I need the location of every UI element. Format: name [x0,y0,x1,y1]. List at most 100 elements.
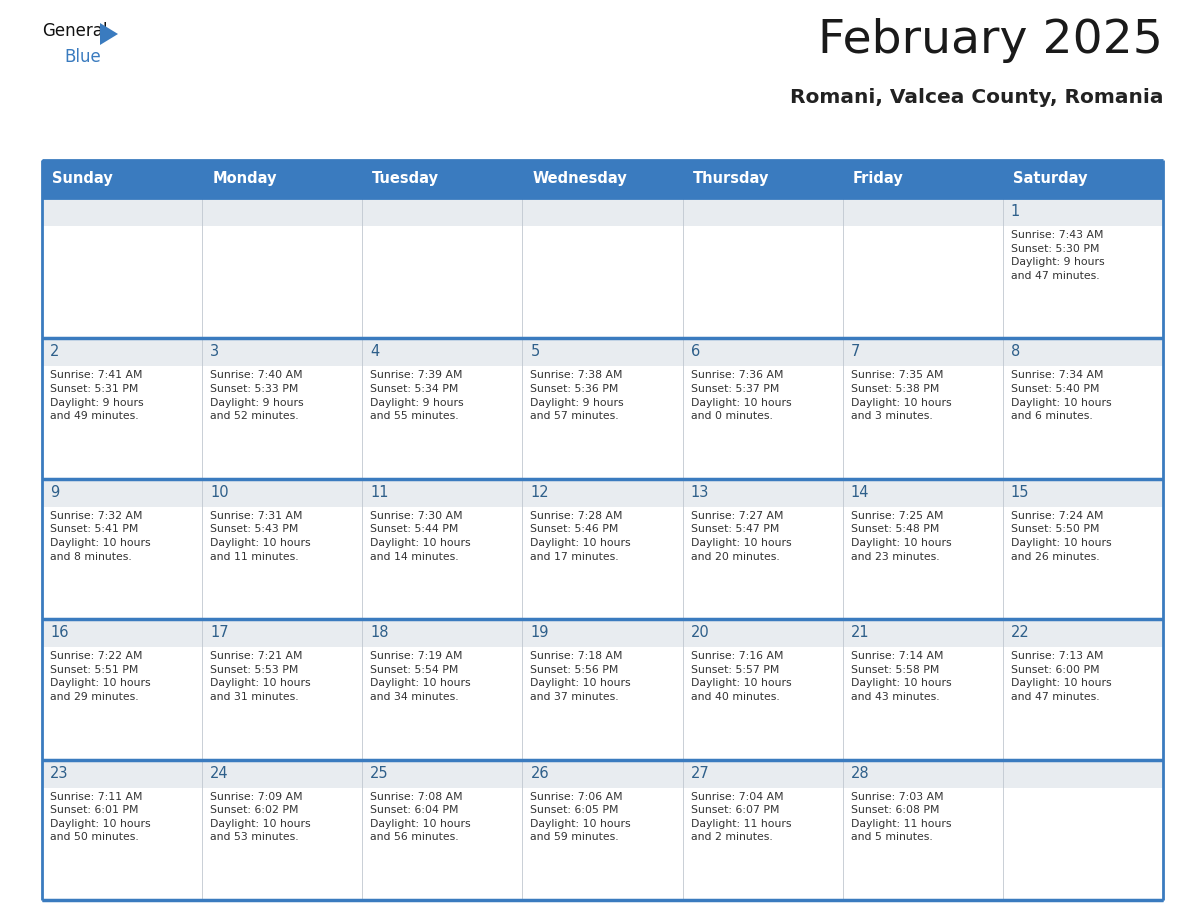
Text: 19: 19 [530,625,549,640]
Bar [1003,620,1163,759]
Bar [1003,788,1163,900]
Text: Sunrise: 7:21 AM
Sunset: 5:53 PM
Daylight: 10 hours
and 31 minutes.: Sunrise: 7:21 AM Sunset: 5:53 PM Dayligh… [210,651,311,702]
Text: 5: 5 [530,344,539,360]
Text: 11: 11 [371,485,388,499]
Bar [1003,647,1163,759]
Bar [362,366,523,479]
Bar [842,647,1003,759]
Bar [42,620,202,759]
Bar [362,479,523,620]
Bar [842,479,1003,620]
Bar [202,479,362,620]
Bar [523,198,683,339]
Text: General: General [42,22,107,40]
Bar [842,620,1003,759]
Bar [362,788,523,900]
Text: 9: 9 [50,485,59,499]
Bar [683,366,842,479]
Bar [523,759,683,900]
Bar [523,788,683,900]
Bar [1003,198,1163,339]
Bar [202,647,362,759]
Bar [1003,759,1163,900]
Text: Saturday: Saturday [1013,172,1087,186]
Bar [202,366,362,479]
Bar [42,647,202,759]
Bar [842,198,1003,339]
Text: 27: 27 [690,766,709,780]
Bar [202,788,362,900]
Bar [362,198,523,339]
Bar [842,507,1003,620]
Bar [362,647,523,759]
Text: Thursday: Thursday [693,172,769,186]
Text: 8: 8 [1011,344,1020,360]
Bar [842,759,1003,900]
Bar [42,759,202,900]
Bar [683,339,842,479]
Bar [523,647,683,759]
Bar [362,759,523,900]
Text: Sunrise: 7:14 AM
Sunset: 5:58 PM
Daylight: 10 hours
and 43 minutes.: Sunrise: 7:14 AM Sunset: 5:58 PM Dayligh… [851,651,952,702]
Bar [1003,479,1163,620]
Bar [523,160,683,198]
Text: Sunrise: 7:24 AM
Sunset: 5:50 PM
Daylight: 10 hours
and 26 minutes.: Sunrise: 7:24 AM Sunset: 5:50 PM Dayligh… [1011,510,1112,562]
Text: 7: 7 [851,344,860,360]
Text: Romani, Valcea County, Romania: Romani, Valcea County, Romania [790,88,1163,107]
Bar [42,160,202,198]
Bar [1003,160,1163,198]
Bar [1003,507,1163,620]
Text: 12: 12 [530,485,549,499]
Bar [1003,339,1163,479]
Polygon shape [100,23,118,45]
Bar [523,479,683,620]
Text: Sunrise: 7:22 AM
Sunset: 5:51 PM
Daylight: 10 hours
and 29 minutes.: Sunrise: 7:22 AM Sunset: 5:51 PM Dayligh… [50,651,151,702]
Text: 17: 17 [210,625,229,640]
Bar [683,788,842,900]
Text: 23: 23 [50,766,69,780]
Text: Sunrise: 7:30 AM
Sunset: 5:44 PM
Daylight: 10 hours
and 14 minutes.: Sunrise: 7:30 AM Sunset: 5:44 PM Dayligh… [371,510,470,562]
Text: Friday: Friday [853,172,903,186]
Text: 14: 14 [851,485,870,499]
Text: 10: 10 [210,485,229,499]
Text: Sunrise: 7:28 AM
Sunset: 5:46 PM
Daylight: 10 hours
and 17 minutes.: Sunrise: 7:28 AM Sunset: 5:46 PM Dayligh… [530,510,631,562]
Text: Sunrise: 7:09 AM
Sunset: 6:02 PM
Daylight: 10 hours
and 53 minutes.: Sunrise: 7:09 AM Sunset: 6:02 PM Dayligh… [210,791,311,843]
Text: Sunrise: 7:34 AM
Sunset: 5:40 PM
Daylight: 10 hours
and 6 minutes.: Sunrise: 7:34 AM Sunset: 5:40 PM Dayligh… [1011,370,1112,421]
Text: 18: 18 [371,625,388,640]
Text: Sunrise: 7:06 AM
Sunset: 6:05 PM
Daylight: 10 hours
and 59 minutes.: Sunrise: 7:06 AM Sunset: 6:05 PM Dayligh… [530,791,631,843]
Text: Sunrise: 7:38 AM
Sunset: 5:36 PM
Daylight: 9 hours
and 57 minutes.: Sunrise: 7:38 AM Sunset: 5:36 PM Dayligh… [530,370,624,421]
Bar [842,339,1003,479]
Bar [842,788,1003,900]
Bar [362,339,523,479]
Bar [523,620,683,759]
Text: Sunrise: 7:11 AM
Sunset: 6:01 PM
Daylight: 10 hours
and 50 minutes.: Sunrise: 7:11 AM Sunset: 6:01 PM Dayligh… [50,791,151,843]
Bar [362,507,523,620]
Text: 26: 26 [530,766,549,780]
Text: 6: 6 [690,344,700,360]
Bar [523,507,683,620]
Bar [523,226,683,339]
Bar [1003,226,1163,339]
Text: Sunrise: 7:13 AM
Sunset: 6:00 PM
Daylight: 10 hours
and 47 minutes.: Sunrise: 7:13 AM Sunset: 6:00 PM Dayligh… [1011,651,1112,702]
Bar [42,507,202,620]
Text: Wednesday: Wednesday [532,172,627,186]
Text: 21: 21 [851,625,870,640]
Bar [842,226,1003,339]
Text: Sunrise: 7:19 AM
Sunset: 5:54 PM
Daylight: 10 hours
and 34 minutes.: Sunrise: 7:19 AM Sunset: 5:54 PM Dayligh… [371,651,470,702]
Bar [683,226,842,339]
Text: 4: 4 [371,344,379,360]
Bar [202,620,362,759]
Bar [362,160,523,198]
Text: 16: 16 [50,625,69,640]
Bar [683,759,842,900]
Text: 2: 2 [50,344,59,360]
Bar [842,160,1003,198]
Text: 13: 13 [690,485,709,499]
Text: 28: 28 [851,766,870,780]
Text: 1: 1 [1011,204,1020,219]
Bar [202,160,362,198]
Text: Sunrise: 7:16 AM
Sunset: 5:57 PM
Daylight: 10 hours
and 40 minutes.: Sunrise: 7:16 AM Sunset: 5:57 PM Dayligh… [690,651,791,702]
Bar [42,339,202,479]
Bar [202,507,362,620]
Bar [683,507,842,620]
